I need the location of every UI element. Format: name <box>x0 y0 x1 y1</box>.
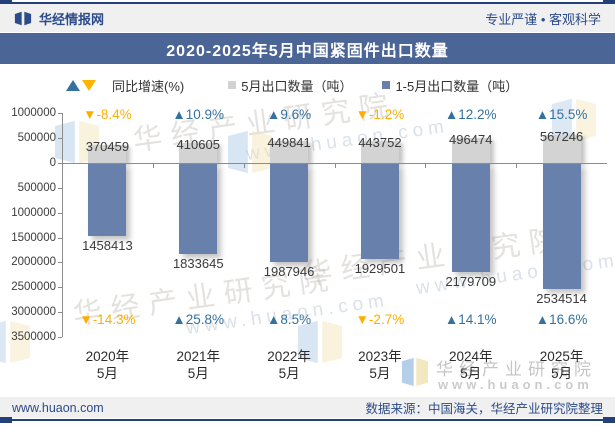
bar-jan-may <box>451 163 490 272</box>
jan-may-value-label: 1833645 <box>172 256 224 272</box>
may-value-label: 567246 <box>539 128 584 144</box>
legend-item-jan-may: 1-5月出口数量（吨） <box>382 76 518 95</box>
y-tick-mark <box>58 162 62 164</box>
may-value-label: 370459 <box>85 138 130 154</box>
brand-name: 华经情报网 <box>39 11 105 27</box>
watermark-site-text: www.huaon.com <box>438 377 593 392</box>
may-value-label: 449841 <box>267 134 311 150</box>
title-banner: 2020-2025年5月中国紧固件出口数量 <box>0 33 615 64</box>
y-tick-label: 2500000 <box>11 281 56 294</box>
y-tick-mark <box>58 312 62 314</box>
jan-may-value-label: 1458413 <box>82 237 133 253</box>
jan-may-value-label: 1987946 <box>263 263 315 279</box>
bottom-border <box>0 419 615 421</box>
legend-swatch-jan-may <box>382 81 391 89</box>
footer-source: 数据来源：中国海关，华经产业研究院整理 <box>365 402 603 416</box>
y-tick-label: 1500000 <box>11 231 56 244</box>
up-triangle-icon <box>66 79 80 91</box>
jan-may-growth-label: ▲14.1% <box>444 312 497 327</box>
jan-may-value-label: 1929501 <box>354 261 406 277</box>
y-tick-label: 3000000 <box>11 306 56 319</box>
bar-jan-may <box>360 163 399 260</box>
bar-jan-may <box>179 163 218 255</box>
zero-line-tick <box>152 163 154 168</box>
x-axis-label: 2022年 5月 <box>267 349 311 381</box>
y-tick-label: 3500000 <box>11 331 56 344</box>
bar-may <box>360 140 399 163</box>
page-title: 2020-2025年5月中国紧固件出口数量 <box>166 42 449 60</box>
y-tick-label: 500000 <box>17 131 56 144</box>
x-axis-label: 2023年 5月 <box>358 349 402 381</box>
legend-jan-may-label: 1-5月出口数量（吨） <box>395 78 519 94</box>
y-tick-mark <box>58 287 62 289</box>
brand: 华经情报网 <box>14 9 104 28</box>
jan-may-growth-label: ▼-14.3% <box>79 312 136 327</box>
bar-jan-may <box>270 163 309 262</box>
bar-may <box>270 140 309 163</box>
header-bar: 华经情报网 专业严谨 • 客观科学 <box>0 4 615 32</box>
jan-may-growth-label: ▼-2.7% <box>355 312 405 327</box>
may-growth-label: ▲15.5% <box>535 107 588 122</box>
x-axis-label: 2021年 5月 <box>176 349 221 381</box>
jan-may-value-label: 2179709 <box>445 273 497 289</box>
y-tick-label: 0 <box>49 156 56 169</box>
zero-line-tick <box>516 163 518 168</box>
bar-may <box>451 138 490 163</box>
bar-may <box>542 134 581 163</box>
zero-axis-line <box>62 163 607 164</box>
x-axis-label: 2020年 5月 <box>85 349 130 381</box>
y-axis-line <box>62 113 63 338</box>
legend-may-label: 5月出口数量（吨） <box>241 78 353 94</box>
x-axis-label: 2024年 5月 <box>448 349 493 381</box>
y-tick-label: 1000000 <box>11 107 56 119</box>
may-growth-label: ▲10.9% <box>172 107 225 122</box>
y-tick-mark <box>58 212 62 214</box>
legend-swatch-may <box>228 81 237 89</box>
bar-may <box>88 144 127 163</box>
zero-line-tick <box>243 163 245 168</box>
jan-may-value-label: 2534514 <box>536 291 587 307</box>
top-border <box>0 2 615 4</box>
y-tick-mark <box>58 262 62 264</box>
footer-bar: www.huaon.com 数据来源：中国海关，华经产业研究院整理 <box>0 397 615 418</box>
may-growth-label: ▼-1.2% <box>355 107 405 122</box>
y-tick-mark <box>58 113 62 114</box>
y-tick-label: 500000 <box>17 181 56 194</box>
header-slogan: 专业严谨 • 客观科学 <box>485 11 601 27</box>
may-growth-label: ▲12.2% <box>444 107 497 122</box>
y-tick-mark <box>58 187 62 189</box>
zero-line-tick <box>425 163 427 168</box>
y-tick-mark <box>58 137 62 139</box>
jan-may-growth-label: ▲25.8% <box>172 312 225 327</box>
down-triangle-icon <box>82 79 96 91</box>
brand-logo-icon <box>14 11 32 25</box>
footer-url: www.huaon.com <box>12 400 104 415</box>
legend-growth-label: 同比增速(%) <box>112 78 185 94</box>
may-growth-label: ▼-8.4% <box>83 107 132 122</box>
jan-may-growth-label: ▲8.5% <box>267 312 312 327</box>
bar-jan-may <box>88 163 127 236</box>
y-tick-label: 1000000 <box>11 206 56 219</box>
may-value-label: 496474 <box>449 132 493 148</box>
legend: 同比增速(%) 5月出口数量（吨） 1-5月出口数量（吨） <box>66 74 518 96</box>
y-tick-label: 2000000 <box>11 256 56 269</box>
y-tick-mark <box>58 337 62 339</box>
jan-may-growth-label: ▲16.6% <box>535 312 588 327</box>
may-value-label: 410605 <box>176 136 220 152</box>
may-growth-label: ▲9.6% <box>267 107 312 122</box>
bar-jan-may <box>542 163 581 290</box>
legend-item-may: 5月出口数量（吨） <box>228 76 352 95</box>
may-value-label: 443752 <box>358 134 402 150</box>
x-axis-label: 2025年 5月 <box>539 349 584 381</box>
y-tick-mark <box>58 237 62 239</box>
legend-item-growth: 同比增速(%) <box>66 76 184 95</box>
watermark-org-text: 华经产业研究院 <box>436 360 597 379</box>
bar-may <box>179 142 218 163</box>
zero-line-tick <box>334 163 336 168</box>
